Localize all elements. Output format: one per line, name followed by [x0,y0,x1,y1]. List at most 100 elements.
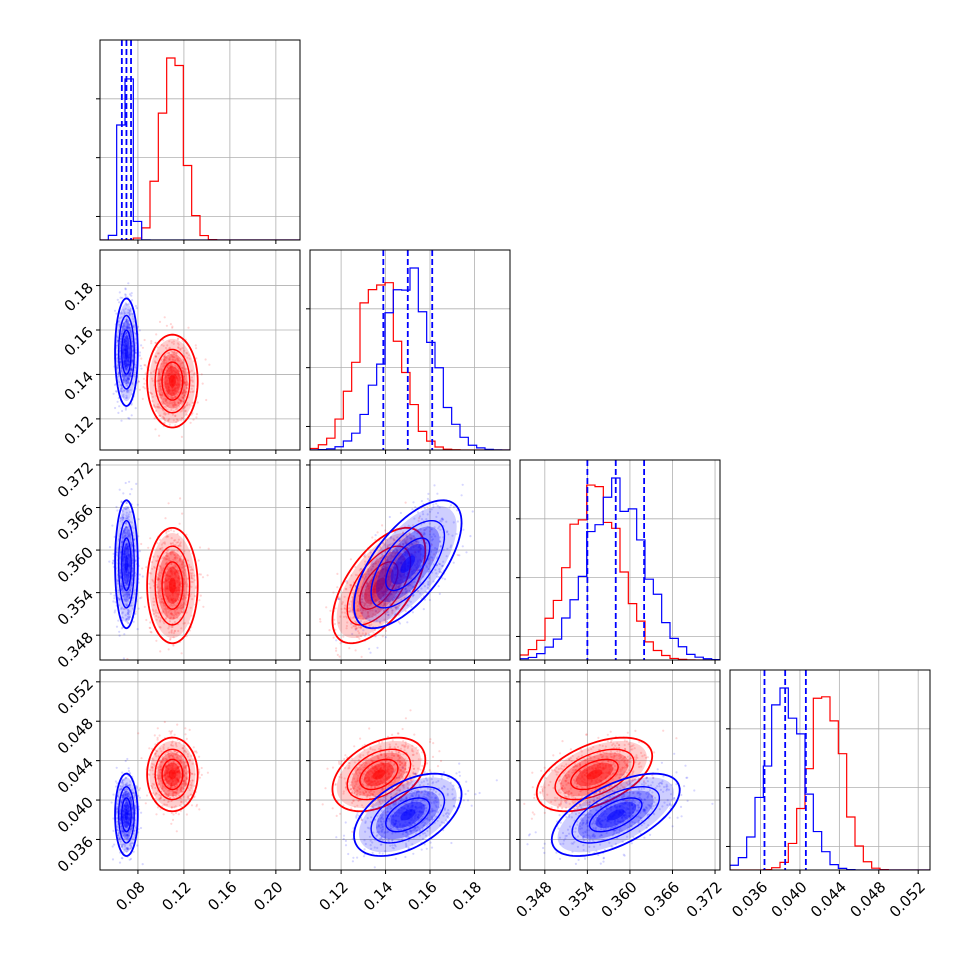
contour-line [554,748,635,801]
y-tick-label: 0.18 [61,279,97,315]
density-contours-series-1 [114,772,139,857]
contour-line [571,786,661,844]
contour-line [359,561,399,610]
x-tick-label: 0.366 [640,878,683,921]
panel-frame [99,249,301,451]
histogram-series-1 [100,78,300,240]
x-tick-label: 0.14 [360,878,396,914]
y-tick-label: 0.354 [54,586,97,629]
histogram-series-0 [520,484,720,660]
histogram-series-1 [310,267,510,450]
x-tick-label: 0.12 [158,878,194,914]
contour-line [570,758,619,791]
contour-line [154,545,191,626]
grid [520,670,720,870]
x-tick-label: 0.044 [807,878,850,921]
panel-frame [519,459,721,661]
panel-0-0 [96,39,301,244]
panel-frame [99,39,301,241]
x-tick-label: 0.354 [555,878,598,921]
density-contours-series-0 [146,736,199,813]
contour-line [117,314,135,390]
density-contours-series-0 [331,736,427,813]
x-tick-label: 0.360 [598,878,641,921]
contour-line [370,519,446,609]
contour-line [154,348,191,414]
contour-line [121,797,132,833]
x-tick-label: 0.16 [204,878,240,914]
histogram-series-1 [730,687,930,870]
density-contours-series-1 [550,772,681,857]
density-contours-series-0 [146,526,199,645]
x-tick-label: 0.048 [846,878,889,921]
panel-frame [309,459,511,661]
grid [520,460,720,660]
histogram-series-1 [520,477,720,660]
contour-line [535,736,654,813]
contour-line [353,772,463,857]
grid [310,460,510,660]
panel-2-1 [306,459,511,664]
y-tick-label: 0.372 [54,458,97,501]
contour-line [346,545,412,626]
y-tick-label: 0.14 [61,368,97,404]
contour-line [550,772,681,857]
x-tick-label: 0.036 [728,878,771,921]
contour-line [331,736,427,813]
y-tick-label: 0.048 [54,715,97,758]
density-contours-series-1 [353,772,463,857]
histogram-series-0 [310,282,510,450]
contour-line [161,361,184,401]
contour-line [161,758,184,791]
panel-3-2: 0.348 0.354 0.360 0.366 0.372 [512,669,726,921]
histogram-series-0 [100,57,300,240]
contour-line [146,333,199,429]
grid [100,40,300,240]
x-tick-label: 0.348 [512,878,555,921]
contour-line [114,499,139,630]
contour-line [331,526,427,645]
y-tick-label: 0.040 [54,793,97,836]
y-tick-label: 0.366 [54,501,97,544]
x-tick-label: 0.16 [404,878,440,914]
x-tick-label: 0.372 [683,878,726,921]
contour-line [346,748,412,801]
contour-line [385,537,431,592]
contour-line [385,797,431,833]
panel-1-0: 0.12 0.14 0.16 0.18 [61,249,301,454]
panel-frame [99,459,301,661]
contour-line [146,526,199,645]
y-tick-label: 0.12 [61,412,97,448]
contour-line [114,772,139,857]
x-tick-label: 0.12 [316,878,352,914]
y-tick-label: 0.036 [54,833,97,876]
contour-line [359,758,399,791]
contour-line [353,499,463,630]
density-contours-series-1 [114,297,139,407]
contour-line [370,786,446,844]
panel-3-1: 0.12 0.14 0.16 0.18 [306,669,511,914]
panel-1-1 [306,249,511,454]
density-contours-series-1 [114,499,139,630]
panel-3-0: 0.08 0.12 0.16 0.20 0.0360.0400.0440.0480.05… [54,669,301,914]
x-tick-label: 0.08 [112,878,148,914]
panel-frame [309,249,511,451]
x-tick-label: 0.052 [886,878,929,921]
x-tick-label: 0.040 [768,878,811,921]
y-tick-label: 0.360 [54,543,97,586]
density-contours-series-1 [353,499,463,630]
grid [100,670,300,870]
contour-line [117,786,135,844]
contour-line [117,519,135,609]
density-contours-series-0 [146,333,199,429]
grid [100,250,300,450]
y-tick-label: 0.348 [54,628,97,671]
x-tick-label: 0.18 [449,878,485,914]
contour-line [114,297,139,407]
contour-line [146,736,199,813]
contour-line [121,537,132,592]
x-tick-label: 0.20 [250,878,286,914]
